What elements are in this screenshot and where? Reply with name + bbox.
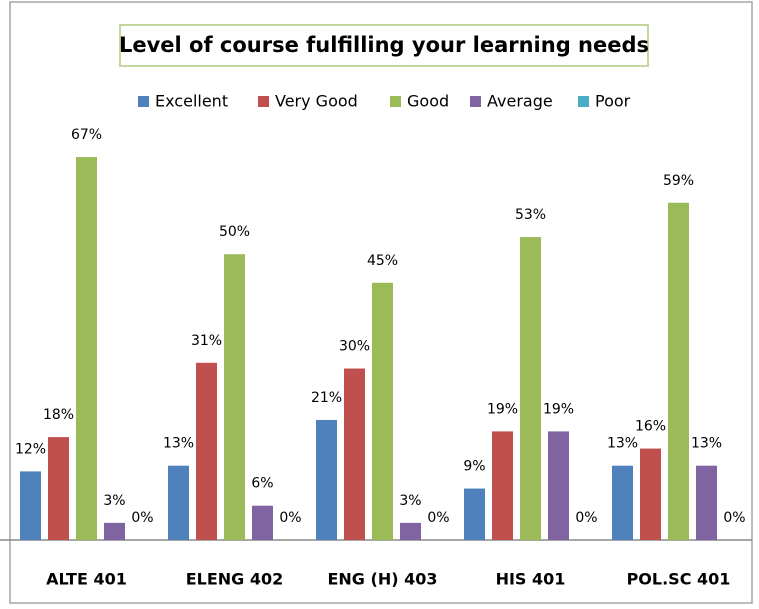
data-label: 6%	[251, 476, 273, 492]
data-label: 21%	[311, 390, 342, 406]
data-label: 31%	[191, 333, 222, 349]
data-label: 13%	[691, 436, 722, 452]
data-label: 50%	[219, 224, 250, 240]
legend-label: Poor	[595, 92, 631, 111]
data-label: 18%	[43, 407, 74, 423]
data-label: 67%	[71, 127, 102, 143]
data-label: 13%	[163, 436, 194, 452]
legend-swatch	[258, 96, 269, 107]
bar	[76, 157, 97, 540]
x-tick-label: ENG (H) 403	[327, 570, 437, 589]
data-label: 30%	[339, 339, 370, 355]
bar	[400, 522, 421, 540]
bar	[20, 471, 41, 540]
bar	[344, 368, 365, 540]
title-box	[119, 24, 649, 67]
legend-label: Good	[407, 92, 449, 111]
data-label: 0%	[427, 510, 449, 526]
legend-swatch	[578, 96, 589, 107]
bar	[372, 282, 393, 540]
data-label: 0%	[723, 510, 745, 526]
data-label: 13%	[607, 436, 638, 452]
bar	[548, 431, 569, 540]
bar	[520, 237, 541, 540]
bar	[668, 202, 689, 541]
bar	[640, 448, 661, 540]
bar	[48, 437, 69, 540]
bar	[104, 522, 125, 540]
data-label: 19%	[487, 401, 518, 417]
bar	[696, 465, 717, 540]
bar	[464, 488, 485, 540]
legend-swatch	[470, 96, 481, 107]
bar	[252, 505, 273, 540]
bar	[492, 431, 513, 540]
legend-label: Excellent	[155, 92, 228, 111]
data-label: 45%	[367, 253, 398, 269]
x-tick-label: ALTE 401	[46, 570, 127, 589]
x-tick-label: ELENG 402	[186, 570, 284, 589]
data-label: 12%	[15, 441, 46, 457]
data-label: 0%	[279, 510, 301, 526]
data-label: 0%	[131, 510, 153, 526]
x-tick-label: POL.SC 401	[627, 570, 731, 589]
data-label: 0%	[575, 510, 597, 526]
data-label: 3%	[399, 493, 421, 509]
data-label: 59%	[663, 173, 694, 189]
bar	[316, 419, 337, 540]
bar	[224, 254, 245, 540]
x-tick-label: HIS 401	[496, 570, 566, 589]
data-label: 53%	[515, 207, 546, 223]
bar	[196, 362, 217, 540]
data-label: 3%	[103, 493, 125, 509]
bar	[612, 465, 633, 540]
legend-label: Average	[487, 92, 553, 111]
bar	[168, 465, 189, 540]
legend-swatch	[138, 96, 149, 107]
legend-label: Very Good	[275, 92, 358, 111]
legend-swatch	[390, 96, 401, 107]
data-label: 16%	[635, 419, 666, 435]
data-label: 9%	[463, 459, 485, 475]
chart-title: Level of course fulfilling your learning…	[119, 33, 649, 57]
data-label: 19%	[543, 401, 574, 417]
